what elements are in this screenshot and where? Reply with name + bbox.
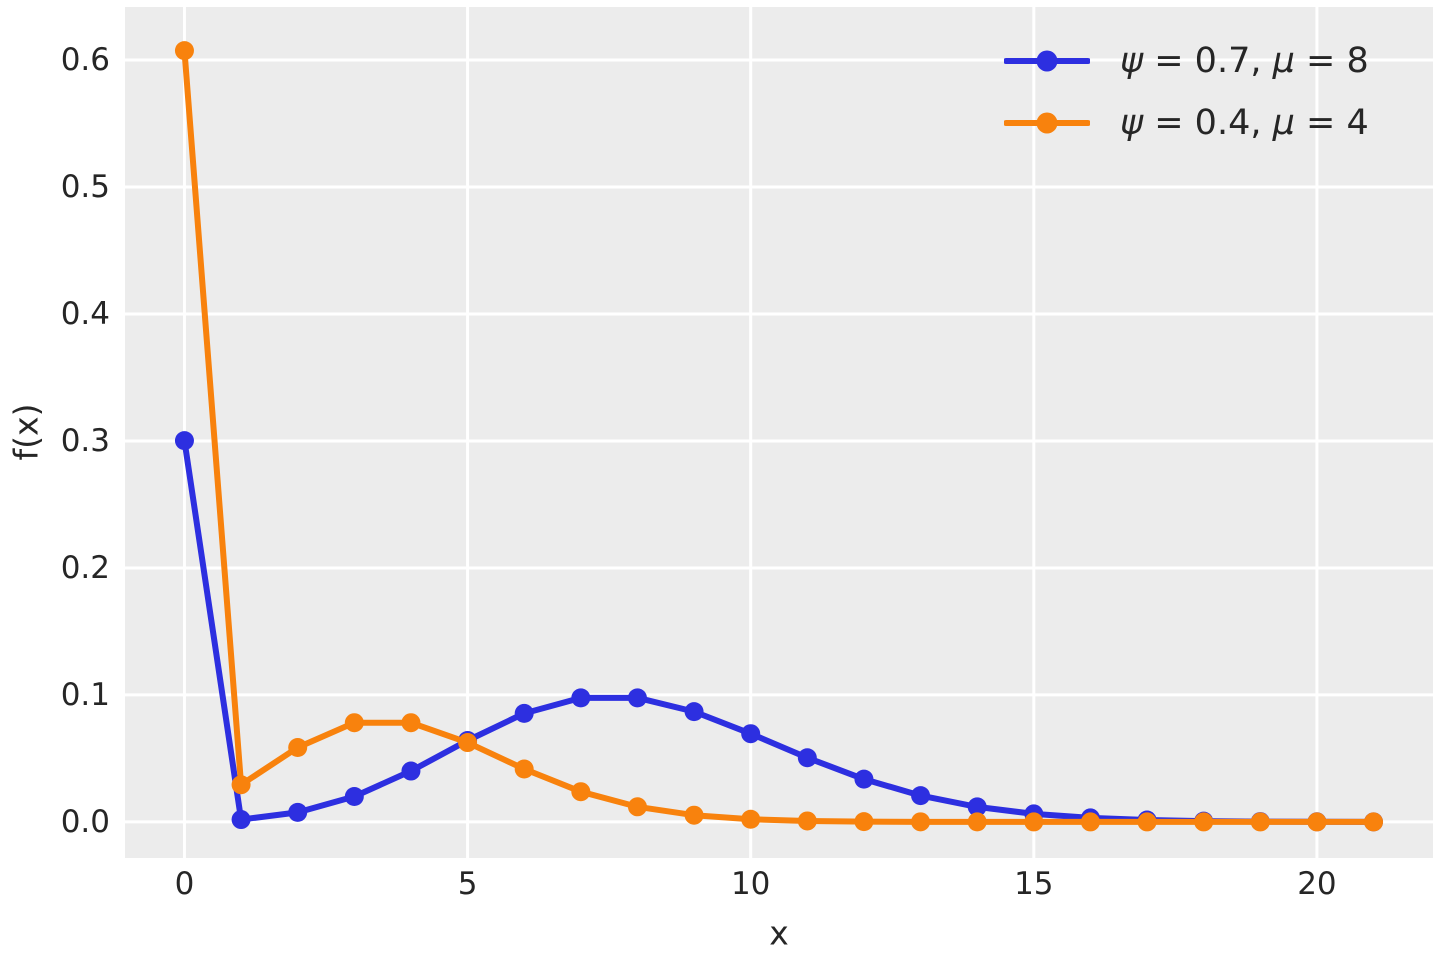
legend-sample-line bbox=[1004, 50, 1090, 72]
data-point-series-1 bbox=[514, 703, 534, 723]
x-tick-label-10: 10 bbox=[730, 866, 771, 902]
data-point-series-2 bbox=[684, 805, 704, 825]
data-point-series-1 bbox=[401, 761, 421, 781]
data-point-series-2 bbox=[967, 812, 987, 832]
y-tick-label-0.2: 0.2 bbox=[60, 549, 110, 586]
x-tick-label-20: 20 bbox=[1297, 866, 1337, 902]
data-point-series-2 bbox=[854, 812, 874, 832]
data-point-series-2 bbox=[1250, 812, 1270, 832]
y-tick-label-0.6: 0.6 bbox=[60, 41, 110, 78]
data-point-series-1 bbox=[231, 810, 251, 830]
data-point-series-1 bbox=[741, 724, 761, 744]
mu-symbol: μ bbox=[1272, 103, 1295, 143]
data-point-series-1 bbox=[627, 688, 647, 708]
mu-symbol: μ bbox=[1272, 41, 1295, 81]
data-point-series-1 bbox=[684, 702, 704, 722]
data-point-series-2 bbox=[571, 782, 591, 802]
legend-text: = 8 bbox=[1294, 41, 1369, 81]
y-tick-label-0.4: 0.4 bbox=[60, 295, 110, 332]
series-line-2 bbox=[181, 47, 1377, 825]
data-point-series-1 bbox=[288, 802, 308, 822]
y-axis-label: f(x) bbox=[6, 403, 46, 461]
data-point-series-2 bbox=[288, 738, 308, 758]
x-tick-label-0: 0 bbox=[174, 866, 195, 902]
legend-item-series-2: ψ = 0.4, μ = 4 bbox=[1004, 92, 1369, 154]
data-point-series-2 bbox=[514, 759, 534, 779]
data-point-series-2 bbox=[1024, 812, 1044, 832]
data-point-series-1 bbox=[344, 786, 364, 806]
legend-text: = 0.4, bbox=[1143, 103, 1273, 143]
data-point-series-1 bbox=[911, 786, 931, 806]
x-axis-label: x bbox=[769, 913, 789, 953]
data-point-series-2 bbox=[458, 733, 478, 753]
legend-text: = 4 bbox=[1294, 103, 1369, 143]
data-point-series-2 bbox=[1307, 812, 1327, 832]
data-point-series-2 bbox=[797, 811, 817, 831]
legend-label-series-1: ψ = 0.7, μ = 8 bbox=[1120, 41, 1369, 81]
legend-sample-line bbox=[1004, 112, 1090, 134]
y-tick-label-0.5: 0.5 bbox=[60, 168, 110, 205]
plot-area bbox=[125, 7, 1433, 858]
data-point-series-2 bbox=[174, 41, 194, 61]
data-point-series-2 bbox=[1137, 812, 1157, 832]
y-tick-label-0.3: 0.3 bbox=[60, 422, 110, 459]
x-tick-label-15: 15 bbox=[1014, 866, 1054, 902]
data-point-series-1 bbox=[571, 688, 591, 708]
x-tick-label-5: 5 bbox=[457, 866, 478, 902]
legend-text: = 0.7, bbox=[1143, 41, 1273, 81]
data-point-series-2 bbox=[1080, 812, 1100, 832]
psi-symbol: ψ bbox=[1120, 103, 1144, 143]
data-point-series-2 bbox=[401, 713, 421, 733]
legend-item-series-1: ψ = 0.7, μ = 8 bbox=[1004, 30, 1369, 92]
data-point-series-2 bbox=[344, 713, 364, 733]
data-point-series-2 bbox=[741, 809, 761, 829]
y-tick-label-0.0: 0.0 bbox=[60, 803, 110, 840]
legend-label-series-2: ψ = 0.4, μ = 4 bbox=[1120, 103, 1369, 143]
data-point-series-2 bbox=[911, 812, 931, 832]
data-point-series-1 bbox=[854, 769, 874, 789]
data-point-series-1 bbox=[174, 431, 194, 451]
data-point-series-2 bbox=[231, 775, 251, 795]
data-point-series-2 bbox=[1364, 812, 1384, 832]
y-tick-label-0.1: 0.1 bbox=[60, 676, 110, 713]
data-point-series-2 bbox=[627, 797, 647, 817]
data-point-series-2 bbox=[1194, 812, 1214, 832]
data-point-series-1 bbox=[797, 748, 817, 768]
legend: ψ = 0.7, μ = 8 ψ = 0.4, μ = 4 bbox=[1004, 30, 1369, 154]
psi-symbol: ψ bbox=[1120, 41, 1144, 81]
data-point-series-1 bbox=[967, 797, 987, 817]
